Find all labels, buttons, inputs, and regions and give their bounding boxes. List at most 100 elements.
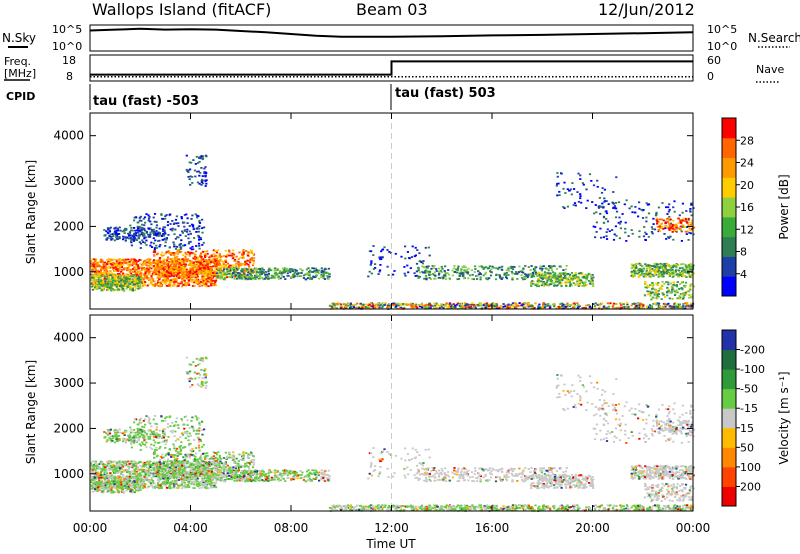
power-point <box>671 285 674 288</box>
power-point <box>672 275 675 278</box>
power-point <box>312 276 315 278</box>
power-point <box>151 230 154 232</box>
power-point <box>286 272 289 275</box>
power-point <box>250 258 253 260</box>
power-point <box>409 267 412 269</box>
power-point <box>234 265 237 268</box>
power-point <box>448 305 451 308</box>
power-point <box>118 237 121 240</box>
power-point <box>206 277 209 280</box>
power-point <box>190 272 193 275</box>
power-point <box>93 274 96 277</box>
power-point <box>113 289 116 291</box>
power-point <box>573 202 577 204</box>
power-point <box>328 275 331 278</box>
power-point <box>162 272 166 275</box>
power-point <box>685 265 688 268</box>
power-point <box>175 273 178 276</box>
power-point <box>529 281 533 284</box>
power-point <box>138 278 141 281</box>
power-point <box>657 206 660 209</box>
power-point <box>123 230 126 232</box>
power-point <box>209 268 212 271</box>
power-point <box>180 217 183 220</box>
power-point <box>518 265 521 268</box>
power-point <box>675 284 678 286</box>
power-point <box>553 284 556 287</box>
power-point <box>396 302 399 305</box>
power-point <box>211 267 214 269</box>
power-point <box>564 268 568 271</box>
power-point <box>136 280 139 283</box>
power-point <box>180 216 183 218</box>
power-point <box>534 284 537 286</box>
power-point <box>118 283 121 285</box>
power-point <box>688 221 691 224</box>
power-point <box>452 303 455 306</box>
power-point <box>125 282 128 285</box>
power-point <box>369 263 372 266</box>
power-point <box>634 206 637 208</box>
power-point <box>442 276 445 279</box>
power-point <box>560 276 563 279</box>
power-point <box>310 271 313 273</box>
power-point <box>523 278 526 280</box>
power-point <box>688 231 691 234</box>
power-point <box>201 275 204 278</box>
power-point <box>118 274 121 277</box>
power-point <box>684 264 687 267</box>
power-point <box>141 226 144 229</box>
power-point <box>371 303 375 305</box>
power-point <box>574 271 577 274</box>
power-point <box>192 278 196 281</box>
power-point <box>681 274 685 277</box>
power-point <box>123 282 126 284</box>
power-point <box>126 267 129 269</box>
power-point <box>503 272 506 275</box>
power-point <box>174 228 177 231</box>
power-point <box>138 233 141 236</box>
power-point <box>657 295 660 298</box>
power-point <box>99 276 102 279</box>
power-point <box>188 230 191 233</box>
power-point <box>673 290 676 293</box>
power-point <box>472 278 475 281</box>
power-point <box>105 265 108 268</box>
power-point <box>115 262 118 264</box>
power-point <box>472 303 475 306</box>
power-point <box>685 226 689 228</box>
power-point <box>163 265 166 268</box>
power-point <box>460 271 463 274</box>
power-point <box>133 236 136 239</box>
power-point <box>142 278 145 281</box>
power-point <box>615 234 618 237</box>
power-point <box>649 275 652 278</box>
power-point <box>597 205 600 208</box>
power-point <box>152 260 155 263</box>
power-point <box>139 247 142 249</box>
power-point <box>133 276 136 278</box>
power-point <box>177 277 180 279</box>
power-point <box>143 284 146 287</box>
power-point <box>124 283 127 285</box>
power-point <box>174 277 177 280</box>
power-point <box>188 277 192 280</box>
power-point <box>175 284 178 287</box>
power-point <box>120 265 123 268</box>
power-point <box>106 286 109 289</box>
power-point <box>395 303 398 306</box>
power-point <box>155 247 158 249</box>
power-point <box>485 277 488 280</box>
power-point <box>515 303 518 306</box>
power-point <box>121 277 124 279</box>
power-point <box>689 302 693 305</box>
velocity-point <box>205 487 208 490</box>
power-point <box>338 302 341 305</box>
power-point <box>404 245 407 248</box>
power-point <box>605 218 608 220</box>
power-point <box>254 268 257 271</box>
power-point <box>656 283 659 286</box>
power-point <box>220 260 224 263</box>
power-point <box>173 245 176 248</box>
power-point <box>681 288 684 291</box>
